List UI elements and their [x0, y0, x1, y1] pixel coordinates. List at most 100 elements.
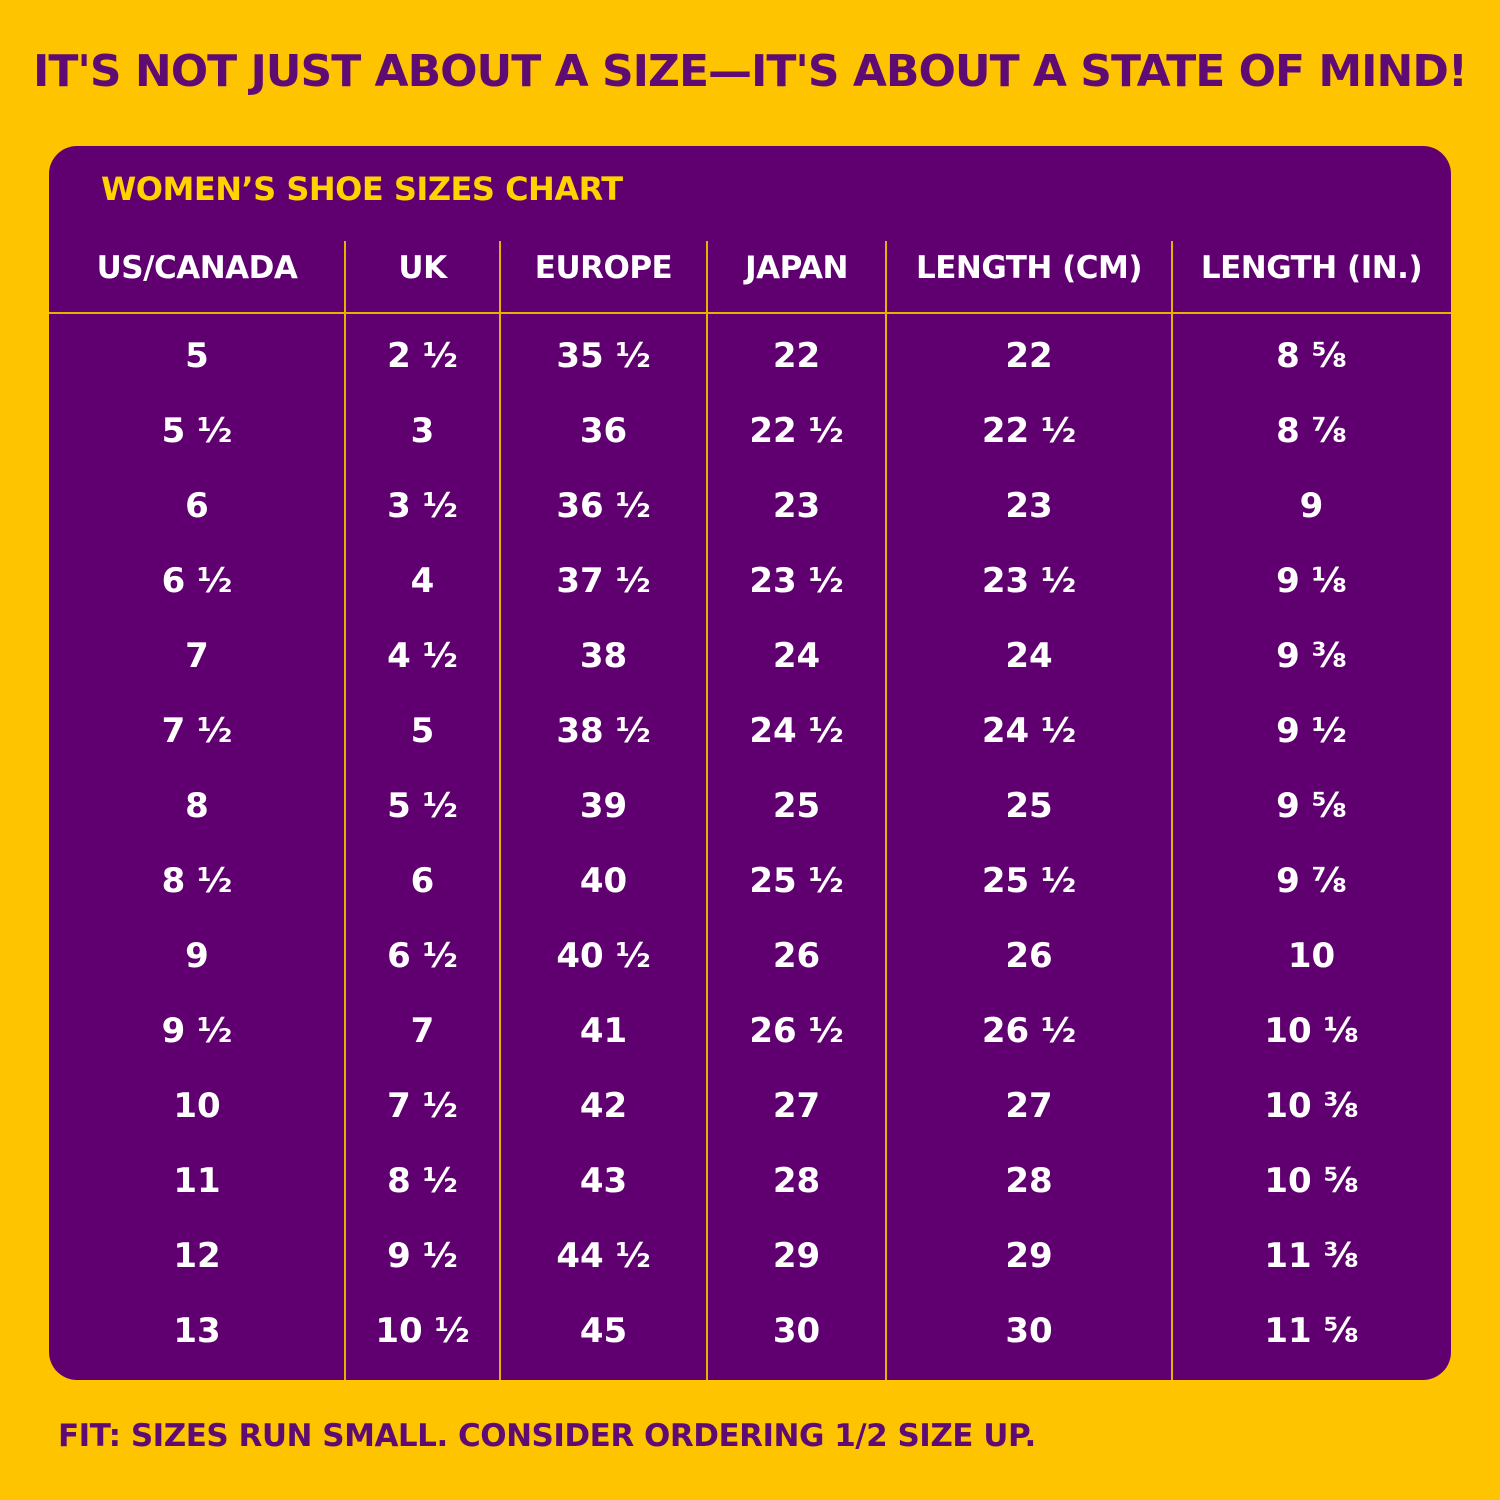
- table-cell: 2 ½: [387, 336, 458, 376]
- table-cell: 25: [772, 786, 821, 826]
- table-cell: 8 ⅝: [1276, 336, 1347, 376]
- table-cell: 8 ½: [161, 861, 233, 901]
- table-cell: 10 ⅜: [1264, 1086, 1359, 1126]
- table-cell: 22 ½: [981, 411, 1077, 451]
- table-cell: 29: [772, 1236, 821, 1276]
- table-cell: 30: [1005, 1311, 1053, 1351]
- table-cell: 9 ⅜: [1276, 636, 1347, 676]
- table-cell: 6 ½: [387, 936, 458, 976]
- table-cell: 8 ½: [387, 1161, 458, 1201]
- table-cell: 10 ⅝: [1264, 1161, 1359, 1201]
- table-cell: 22 ½: [749, 411, 844, 451]
- table-cell: 5 ½: [161, 411, 233, 451]
- table-cell: 11 ⅜: [1264, 1236, 1359, 1276]
- table-cell: 9 ⅛: [1276, 561, 1347, 601]
- table-cell: 24 ½: [749, 711, 844, 751]
- table-cell: 27: [772, 1086, 821, 1126]
- table-cell: 26: [1005, 936, 1053, 976]
- column-divider: [885, 241, 887, 1380]
- table-cell: 25 ½: [749, 861, 844, 901]
- column-divider: [1171, 241, 1173, 1380]
- column-header: UK: [398, 250, 447, 286]
- table-cell: 28: [1005, 1161, 1053, 1201]
- column-divider: [344, 241, 346, 1380]
- table-cell: 9 ½: [161, 1011, 233, 1051]
- table-cell: 6 ½: [161, 561, 233, 601]
- table-cell: 3 ½: [387, 486, 458, 526]
- table-cell: 30: [772, 1311, 821, 1351]
- table-cell: 11: [173, 1161, 221, 1201]
- table-cell: 36 ½: [556, 486, 651, 526]
- table-cell: 41: [579, 1011, 628, 1051]
- table-cell: 11 ⅝: [1264, 1311, 1359, 1351]
- table-cell: 10 ½: [375, 1311, 470, 1351]
- table-cell: 9 ⅞: [1276, 861, 1347, 901]
- table-cell: 28: [772, 1161, 821, 1201]
- table-cell: 7: [410, 1011, 435, 1051]
- table-cell: 45: [579, 1311, 628, 1351]
- table-cell: 29: [1005, 1236, 1053, 1276]
- table-cell: 24 ½: [981, 711, 1077, 751]
- table-cell: 5 ½: [387, 786, 458, 826]
- table-cell: 37 ½: [556, 561, 651, 601]
- table-cell: 9: [1299, 486, 1324, 526]
- table-cell: 40: [579, 861, 628, 901]
- table-cell: 7 ½: [387, 1086, 458, 1126]
- table-cell: 5: [410, 711, 435, 751]
- column-header: JAPAN: [745, 250, 848, 286]
- table-cell: 25: [1005, 786, 1053, 826]
- table-cell: 5: [185, 336, 209, 376]
- column-divider: [706, 241, 708, 1380]
- table-cell: 10 ⅛: [1264, 1011, 1359, 1051]
- table-cell: 26: [772, 936, 821, 976]
- table-cell: 38: [579, 636, 628, 676]
- table-cell: 44 ½: [556, 1236, 651, 1276]
- chart-title: WOMEN’S SHOE SIZES CHART: [101, 170, 623, 208]
- table-cell: 13: [173, 1311, 221, 1351]
- column-header: LENGTH (CM): [915, 250, 1143, 286]
- table-cell: 9 ½: [387, 1236, 458, 1276]
- headline: IT'S NOT JUST ABOUT A SIZE—IT'S ABOUT A …: [33, 46, 1468, 97]
- fit-note: FIT: SIZES RUN SMALL. CONSIDER ORDERING …: [58, 1418, 1036, 1454]
- column-header: LENGTH (IN.): [1200, 250, 1423, 286]
- column-divider: [499, 241, 501, 1380]
- table-cell: 9 ⅝: [1276, 786, 1347, 826]
- table-cell: 36: [579, 411, 628, 451]
- table-cell: 38 ½: [556, 711, 651, 751]
- table-cell: 42: [579, 1086, 628, 1126]
- table-cell: 10: [173, 1086, 221, 1126]
- table-cell: 39: [579, 786, 628, 826]
- table-cell: 4: [410, 561, 435, 601]
- table-cell: 7 ½: [161, 711, 233, 751]
- table-cell: 23: [772, 486, 821, 526]
- table-cell: 26 ½: [749, 1011, 844, 1051]
- header-divider: [49, 312, 1451, 314]
- table-cell: 7: [185, 636, 209, 676]
- table-cell: 4 ½: [387, 636, 458, 676]
- column-header: US/CANADA: [96, 250, 298, 286]
- table-cell: 8: [185, 786, 209, 826]
- table-cell: 23: [1005, 486, 1053, 526]
- table-cell: 24: [1005, 636, 1053, 676]
- table-cell: 9: [185, 936, 209, 976]
- table-cell: 23 ½: [749, 561, 844, 601]
- table-cell: 12: [173, 1236, 221, 1276]
- table-cell: 23 ½: [981, 561, 1077, 601]
- table-cell: 8 ⅞: [1276, 411, 1347, 451]
- table-cell: 40 ½: [556, 936, 651, 976]
- table-cell: 35 ½: [556, 336, 651, 376]
- table-cell: 26 ½: [981, 1011, 1077, 1051]
- table-cell: 3: [410, 411, 435, 451]
- table-cell: 24: [772, 636, 821, 676]
- table-cell: 6: [410, 861, 435, 901]
- table-cell: 10: [1287, 936, 1336, 976]
- table-cell: 6: [185, 486, 209, 526]
- table-cell: 22: [772, 336, 821, 376]
- table-cell: 27: [1005, 1086, 1053, 1126]
- table-cell: 22: [1005, 336, 1053, 376]
- size-chart-panel: WOMEN’S SHOE SIZES CHART US/CANADA UK EURO…: [49, 146, 1451, 1380]
- table-cell: 43: [579, 1161, 628, 1201]
- column-header: EUROPE: [534, 250, 673, 286]
- table-cell: 25 ½: [981, 861, 1077, 901]
- table-cell: 9 ½: [1276, 711, 1347, 751]
